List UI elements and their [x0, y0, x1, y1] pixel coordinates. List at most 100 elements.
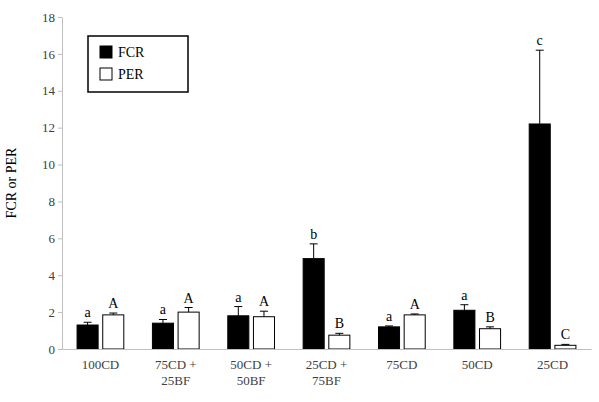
- error-bar-cap: [234, 306, 242, 307]
- y-tick-label: 10: [42, 157, 55, 172]
- bar: [152, 323, 173, 349]
- error-bar: [234, 307, 242, 316]
- error-bar: [561, 344, 569, 346]
- error-bar: [536, 50, 544, 124]
- error-bar-cap: [411, 313, 419, 314]
- error-bar: [109, 313, 117, 315]
- bar: [555, 345, 576, 349]
- y-tick-mark: [58, 349, 62, 350]
- y-tick-mark: [58, 54, 62, 55]
- y-tick-mark: [58, 128, 62, 129]
- legend-swatch: [100, 68, 112, 80]
- error-bar-stem: [263, 311, 264, 317]
- y-tick-label: 6: [49, 231, 56, 246]
- legend-label: PER: [118, 67, 144, 82]
- y-tick-label: 0: [49, 342, 56, 357]
- legend-label: FCR: [118, 45, 145, 60]
- x-tick: 100CD: [82, 349, 120, 372]
- significance-letter: B: [485, 310, 494, 325]
- error-bar-cap: [109, 313, 117, 314]
- y-tick: 0: [49, 342, 63, 357]
- y-tick: 10: [42, 157, 62, 172]
- x-tick: 25CD +75BF: [306, 349, 348, 388]
- x-tick-label: 25CD +75BF: [306, 357, 348, 388]
- bar: [303, 259, 324, 349]
- marks: [77, 50, 576, 349]
- x-tick-label: 50CD: [462, 357, 493, 372]
- significance-letter: A: [108, 296, 119, 311]
- significance-letter: c: [537, 33, 543, 48]
- x-tick: 50CD: [462, 349, 493, 372]
- y-tick: 8: [49, 194, 63, 209]
- y-tick-label: 16: [42, 47, 56, 62]
- y-tick-mark: [58, 91, 62, 92]
- x-tick: 25CD: [537, 349, 568, 372]
- bar: [529, 124, 550, 349]
- y-tick-mark: [58, 17, 62, 18]
- error-bar-stem: [162, 319, 163, 323]
- legend-swatch: [100, 46, 112, 58]
- chart: 0 2 4 6 8 10 12 14 16 18 100CD 75CD +25BF 50CD +50BF…: [0, 0, 599, 402]
- error-bar: [460, 305, 468, 311]
- y-tick-label: 18: [42, 10, 55, 25]
- x-tick: 75CD +25BF: [155, 349, 197, 388]
- bar: [404, 315, 425, 349]
- y-tick-mark: [58, 201, 62, 202]
- bar: [103, 315, 124, 349]
- legend: FCR PER: [88, 36, 188, 92]
- x-tick-label: 75CD: [386, 357, 417, 372]
- y-tick: 6: [49, 231, 63, 246]
- bar: [454, 310, 475, 349]
- error-bar-cap: [385, 325, 393, 326]
- annotations: aaabaacAAABABC: [84, 33, 570, 342]
- legend-box: [88, 36, 188, 92]
- error-bar-stem: [188, 308, 189, 313]
- significance-letter: a: [386, 309, 393, 324]
- significance-letter: A: [184, 291, 195, 306]
- error-bar: [411, 313, 419, 315]
- error-bar-cap: [561, 344, 569, 345]
- bar: [228, 316, 249, 349]
- significance-letter: b: [310, 227, 317, 242]
- x-tick-label: 100CD: [82, 357, 120, 372]
- error-bar-stem: [464, 305, 465, 311]
- error-bar-cap: [335, 333, 343, 334]
- bar: [480, 329, 501, 349]
- y-tick-mark: [58, 312, 62, 313]
- error-bar-cap: [486, 326, 494, 327]
- y-tick-mark: [58, 275, 62, 276]
- error-bar: [84, 322, 92, 325]
- significance-letter: B: [335, 316, 344, 331]
- error-bar: [260, 311, 268, 317]
- y-tick: 14: [42, 83, 62, 98]
- error-bar-cap: [460, 304, 468, 305]
- error-bar: [185, 308, 193, 313]
- significance-letter: A: [410, 297, 421, 312]
- plot: 0 2 4 6 8 10 12 14 16 18 100CD 75CD +25BF 50CD +50BF…: [42, 10, 592, 388]
- x-tick: 75CD: [386, 349, 417, 372]
- error-bar-stem: [238, 307, 239, 316]
- error-bar: [310, 244, 318, 259]
- y-tick: 4: [49, 268, 63, 283]
- y-tick-label: 2: [49, 305, 56, 320]
- error-bar-cap: [260, 311, 268, 312]
- y-tick: 16: [42, 47, 62, 62]
- significance-letter: a: [461, 288, 468, 303]
- bar: [329, 335, 350, 349]
- significance-letter: C: [561, 327, 570, 342]
- error-bar-cap: [185, 307, 193, 308]
- x-tick-label: 75CD +25BF: [155, 357, 197, 388]
- y-axis-title: FCR or PER: [4, 147, 19, 218]
- x-tick-label: 50CD +50BF: [230, 357, 272, 388]
- y-tick: 18: [42, 10, 62, 25]
- x-axis: 100CD 75CD +25BF 50CD +50BF 25CD +75BF 75CD 5…: [63, 349, 592, 388]
- significance-letter: a: [235, 290, 242, 305]
- x-tick: 50CD +50BF: [230, 349, 272, 388]
- error-bar: [335, 333, 343, 335]
- significance-letter: A: [259, 294, 270, 309]
- significance-letter: a: [84, 305, 91, 320]
- error-bar: [486, 327, 494, 329]
- bar: [77, 325, 98, 349]
- y-tick: 12: [42, 120, 62, 135]
- error-bar-cap: [310, 243, 318, 244]
